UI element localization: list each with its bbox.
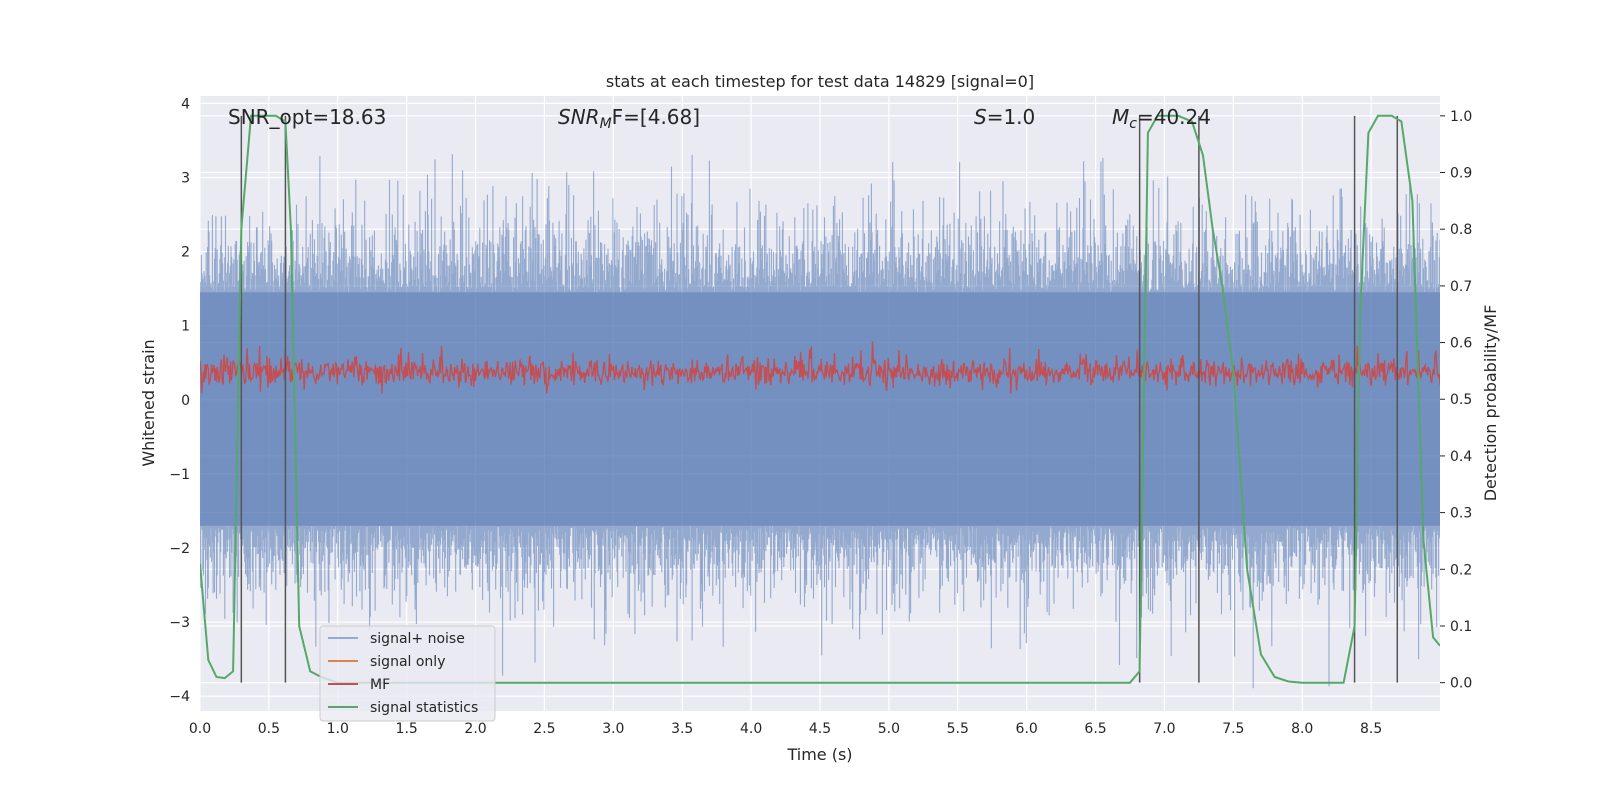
- mc-annotation: Mc=40.24: [1112, 105, 1211, 132]
- x-tick-label: 1.0: [327, 721, 349, 737]
- y2-tick-label: 0.5: [1450, 392, 1472, 408]
- legend-label-signal-statistics: signal statistics: [370, 700, 478, 716]
- x-tick-label: 6.0: [1016, 721, 1038, 737]
- y-tick-label: 3: [181, 171, 190, 187]
- y2-tick-label: 0.9: [1450, 166, 1472, 182]
- y2-axis-label: Detection probability/MF: [1481, 305, 1500, 502]
- x-tick-label: 8.0: [1291, 721, 1313, 737]
- y-axis-label: Whitened strain: [139, 339, 158, 466]
- x-tick-label: 2.5: [533, 721, 555, 737]
- snr-opt-annotation: SNR_opt=18.63: [228, 105, 386, 129]
- series-signal-noise: [200, 154, 1440, 689]
- snr-mf-var: SNR: [558, 105, 600, 129]
- y-tick-label: −1: [169, 467, 190, 483]
- snr-mf-annotation: SNRMF=[4.68]: [558, 105, 700, 132]
- x-tick-label: 6.5: [1084, 721, 1106, 737]
- mc-rest: =40.24: [1137, 105, 1211, 129]
- series-layer: [200, 114, 1440, 689]
- x-tick-label: 8.5: [1360, 721, 1382, 737]
- legend-box: [319, 625, 496, 722]
- s-annotation: S=1.0: [974, 105, 1035, 129]
- y2-tick-label: 0.8: [1450, 222, 1472, 238]
- x-tick-label: 2.0: [464, 721, 486, 737]
- x-tick-label: 1.5: [396, 721, 418, 737]
- series-signal-noise-core: [200, 292, 1440, 526]
- y-tick-label: −4: [169, 689, 190, 705]
- legend: signal+ noise signal only MF signal stat…: [319, 625, 496, 722]
- x-axis-label: Time (s): [786, 745, 852, 764]
- legend-label-signal-only: signal only: [370, 654, 445, 670]
- mc-var: M: [1112, 105, 1129, 129]
- y2-tick-label: 0.6: [1450, 336, 1472, 352]
- y2-tick-label: 0.0: [1450, 676, 1472, 692]
- x-tick-label: 0.0: [189, 721, 211, 737]
- y2-tick-label: 0.4: [1450, 449, 1472, 465]
- y-tick-label: −2: [169, 541, 190, 557]
- x-tick-label: 0.5: [258, 721, 280, 737]
- y-tick-label: −3: [169, 615, 190, 631]
- x-tick-label: 3.0: [602, 721, 624, 737]
- s-rest: =1.0: [987, 105, 1036, 129]
- x-tick-label: 3.5: [671, 721, 693, 737]
- y2-tick-label: 0.2: [1450, 562, 1472, 578]
- snr-mf-rest: F=[4.68]: [612, 105, 700, 129]
- x-tick-label: 7.0: [1153, 721, 1175, 737]
- y2-tick-label: 0.1: [1450, 619, 1472, 635]
- s-var: S: [974, 105, 987, 129]
- y2-tick-label: 0.7: [1450, 279, 1472, 295]
- x-tick-label: 7.5: [1222, 721, 1244, 737]
- legend-label-mf: MF: [370, 677, 390, 693]
- x-tick-label: 4.0: [740, 721, 762, 737]
- legend-label-signal-noise: signal+ noise: [370, 631, 465, 647]
- snr-mf-sub: M: [600, 116, 612, 132]
- x-tick-label: 4.5: [809, 721, 831, 737]
- y-tick-label: 1: [181, 319, 190, 335]
- y-tick-label: 4: [181, 96, 190, 112]
- mc-sub: c: [1129, 116, 1137, 132]
- y-tick-label: 2: [181, 245, 190, 261]
- tick-labels: 0.0 0.5 1.0 1.5 2.0 2.5 3.0 3.5 4.0 4.5 5.0 5.5 6.0 6…: [169, 96, 1472, 737]
- x-tick-label: 5.0: [878, 721, 900, 737]
- x-tick-label: 5.5: [947, 721, 969, 737]
- y-tick-label: 0: [181, 393, 190, 409]
- series-signal-statistics: [200, 114, 1440, 684]
- y2-tick-label: 0.3: [1450, 506, 1472, 522]
- chart-title: stats at each timestep for test data 148…: [606, 72, 1034, 91]
- y2-tick-label: 1.0: [1450, 109, 1472, 125]
